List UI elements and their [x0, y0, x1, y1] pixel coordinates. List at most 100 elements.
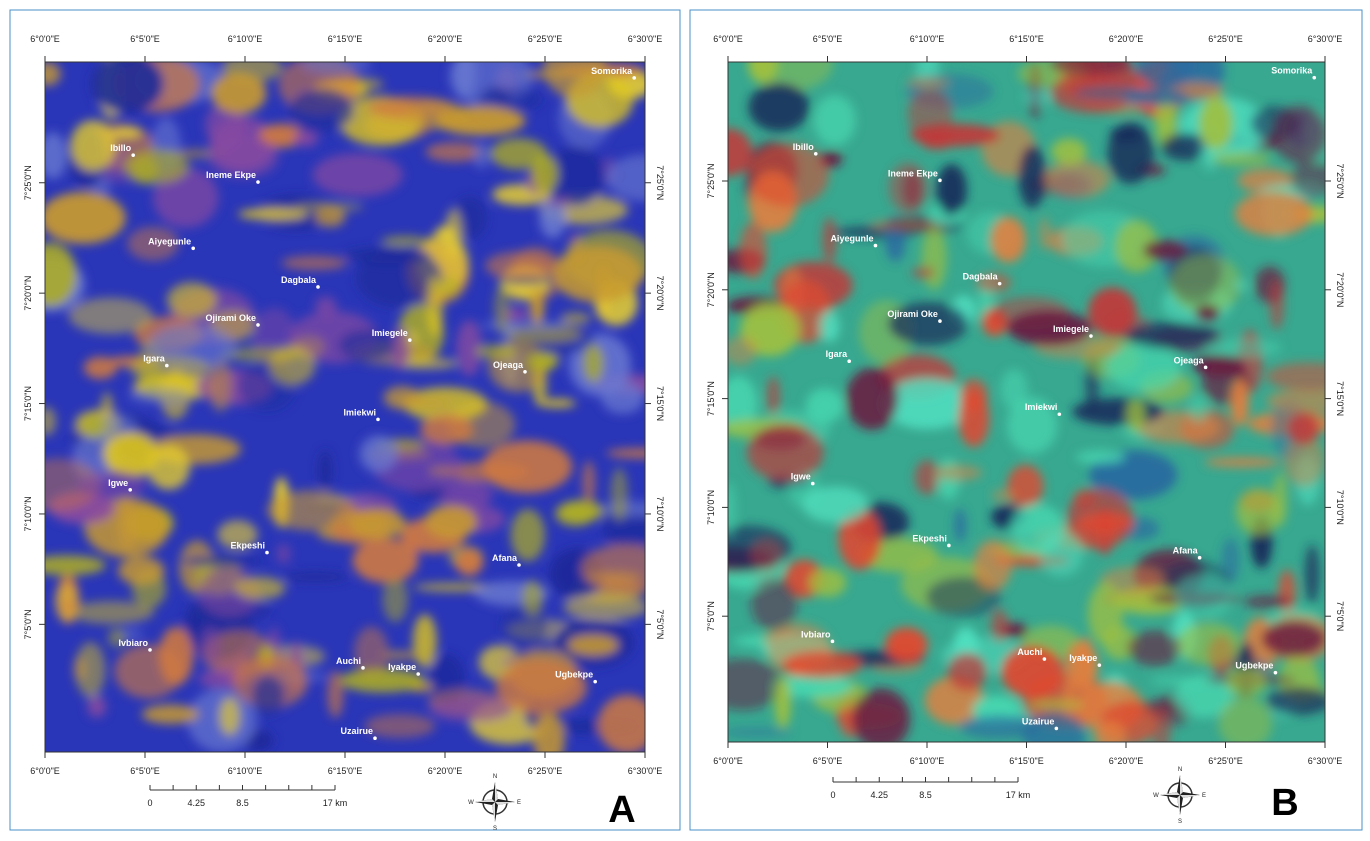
image-patch: [180, 556, 262, 567]
image-patch: [973, 540, 1012, 590]
image-patch: [722, 728, 793, 737]
x-tick-label: 6°0'0"E: [713, 34, 743, 44]
image-patch: [531, 154, 558, 193]
image-patch: [1076, 512, 1134, 534]
image-patch: [724, 336, 758, 365]
image-patch: [751, 578, 797, 630]
place-marker: [811, 482, 815, 486]
place-label: Imiegele: [1053, 324, 1089, 334]
page: {"panels": [ {"letter": "A", "x_labels":…: [0, 0, 1370, 836]
image-patch: [117, 496, 138, 553]
image-patch: [1108, 122, 1154, 184]
image-patch: [1262, 621, 1326, 657]
image-patch: [435, 226, 456, 239]
x-tick-label: 6°30'0"E: [628, 766, 663, 776]
image-patch: [1135, 41, 1198, 89]
place-marker: [1204, 366, 1208, 370]
image-patch: [318, 450, 332, 491]
place-marker: [523, 370, 527, 374]
y-tick-label: 7°25'0"N: [655, 165, 665, 200]
image-patch: [110, 127, 142, 138]
image-patch: [84, 357, 117, 379]
image-patch: [252, 674, 286, 717]
scale-label: 17 km: [323, 798, 348, 808]
image-patch: [425, 505, 477, 539]
place-label: Ekpeshi: [912, 533, 947, 543]
x-tick-label: 6°10'0"E: [910, 756, 945, 766]
image-patch: [748, 45, 778, 83]
image-patch: [782, 651, 862, 679]
image-patch: [70, 120, 116, 171]
place-marker: [191, 247, 195, 251]
image-patch: [1088, 583, 1123, 645]
x-tick-label: 6°5'0"E: [813, 756, 843, 766]
image-patch: [1094, 721, 1125, 751]
scale-label: 0: [830, 790, 835, 800]
place-label: Igwe: [108, 478, 128, 488]
image-patch: [1269, 279, 1284, 329]
place-label: Igwe: [791, 472, 811, 482]
place-label: Ekpeshi: [230, 541, 265, 551]
image-patch: [1150, 676, 1207, 684]
compass-letter: W: [468, 800, 474, 806]
x-tick-label: 6°5'0"E: [130, 766, 160, 776]
place-marker: [1043, 657, 1047, 661]
place-label: Ibillo: [110, 143, 131, 153]
image-patch: [406, 100, 468, 130]
image-patch: [281, 256, 347, 270]
place-label: Auchi: [1017, 647, 1042, 657]
compass-letter: S: [1178, 819, 1182, 825]
image-patch: [1038, 218, 1051, 250]
image-patch: [814, 95, 856, 145]
image-patch: [1287, 413, 1319, 445]
image-patch: [211, 73, 266, 115]
image-patch: [803, 486, 869, 523]
image-patch: [1204, 458, 1280, 467]
image-patch: [235, 577, 286, 600]
y-tick-label: 7°5'0"N: [1335, 601, 1345, 631]
y-tick-label: 7°10'0"N: [655, 496, 665, 531]
image-patch: [767, 376, 780, 417]
x-tick-label: 6°30'0"E: [1308, 756, 1343, 766]
image-patch: [1177, 622, 1241, 665]
x-tick-label: 6°15'0"E: [1009, 756, 1044, 766]
scale-label: 8.5: [236, 798, 249, 808]
scale-label: 0: [147, 798, 152, 808]
y-tick-label: 7°15'0"N: [1335, 381, 1345, 416]
place-marker: [1098, 663, 1102, 667]
place-marker: [1058, 412, 1062, 416]
place-marker: [416, 672, 420, 676]
image-patch: [533, 712, 565, 766]
image-patch: [820, 311, 839, 342]
image-patch: [852, 688, 910, 750]
image-patch: [315, 206, 346, 227]
image-patch: [1278, 569, 1295, 616]
image-patch: [128, 388, 190, 404]
image-patch: [912, 266, 935, 279]
image-patch: [269, 345, 316, 385]
place-marker: [256, 180, 260, 184]
image-patch: [601, 382, 644, 414]
image-patch: [238, 208, 308, 219]
place-marker: [593, 680, 597, 684]
x-tick-label: 6°5'0"E: [813, 34, 843, 44]
place-label: Ibillo: [793, 142, 814, 152]
image-patch: [359, 435, 397, 472]
place-marker: [131, 153, 135, 157]
place-label: Ivbiaro: [801, 629, 831, 639]
x-tick-label: 6°15'0"E: [1009, 34, 1044, 44]
place-label: Ivbiaro: [118, 638, 148, 648]
place-marker: [408, 338, 412, 342]
image-patch: [494, 285, 510, 335]
image-patch: [129, 356, 211, 382]
x-tick-label: 6°15'0"E: [328, 766, 363, 776]
image-patch: [908, 89, 953, 141]
image-patch: [846, 368, 899, 430]
image-patch: [104, 432, 159, 477]
image-patch: [1007, 465, 1043, 508]
x-tick-label: 6°20'0"E: [1109, 756, 1144, 766]
image-patch: [159, 627, 194, 686]
image-patch: [485, 251, 555, 280]
y-tick-label: 7°10'0"N: [23, 496, 33, 531]
image-patch: [960, 379, 988, 412]
